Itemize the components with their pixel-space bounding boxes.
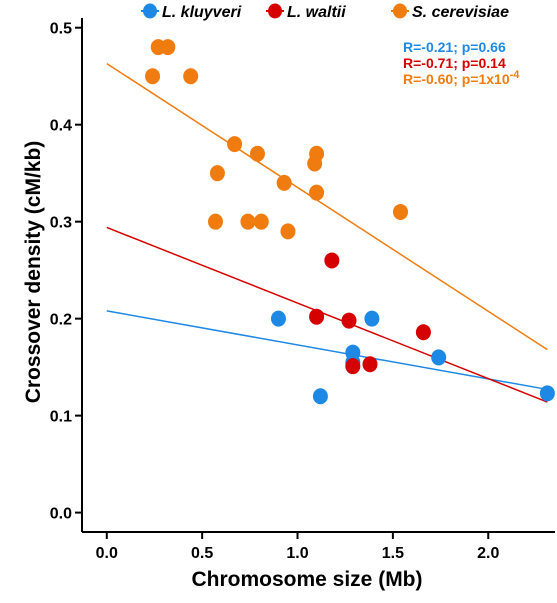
fit-lines	[106, 62, 548, 403]
legend-marker-s-cerevisiae	[393, 3, 407, 19]
data-points	[145, 39, 555, 405]
point-s-cerevisiae	[208, 213, 224, 230]
y-tick-label: 0.4	[50, 118, 72, 135]
legend-label-s-cerevisiae: S. cerevisiae	[412, 4, 509, 21]
point-l-kluyveri	[431, 349, 447, 366]
point-l-waltii	[415, 324, 431, 341]
y-tick-label: 0.3	[50, 215, 72, 232]
x-tick-label: 0.0	[96, 545, 118, 562]
point-l-waltii	[309, 308, 325, 325]
stat-annotation: R=-0.21; p=0.66	[403, 39, 506, 55]
point-l-waltii	[324, 252, 340, 269]
y-tick-label: 0.5	[50, 21, 72, 38]
x-tick-label: 1.5	[382, 545, 404, 562]
point-l-kluyveri	[312, 388, 328, 405]
legend: L. kluyveri L. waltii S. cerevisiae	[141, 3, 509, 21]
x-axis-title: Chromosome size (Mb)	[191, 568, 422, 591]
point-l-kluyveri	[364, 310, 380, 327]
y-axis-title: Crossover density (cM/kb)	[22, 141, 45, 404]
axes: 0.0 0.1 0.2 0.3 0.4 0.5 0.0 0.5 1.0 1.5 2.0	[50, 18, 555, 562]
point-s-cerevisiae	[160, 39, 176, 56]
stats-annotations: R=-0.21; p=0.66R=-0.71; p=0.14R=-0.60; p…	[403, 39, 520, 87]
y-tick-label: 0.2	[50, 312, 72, 329]
legend-label-l-waltii: L. waltii	[287, 4, 346, 21]
y-tick-label: 0.0	[50, 506, 72, 523]
point-s-cerevisiae	[393, 203, 409, 220]
point-s-cerevisiae	[253, 213, 269, 230]
x-tick-label: 1.0	[286, 545, 308, 562]
point-l-waltii	[341, 312, 357, 329]
stat-annotation: R=-0.71; p=0.14	[403, 55, 506, 71]
point-s-cerevisiae	[240, 213, 256, 230]
point-s-cerevisiae	[227, 136, 243, 153]
fit-line-l-waltii	[106, 226, 548, 403]
x-tick-label: 0.5	[191, 545, 213, 562]
point-s-cerevisiae	[309, 145, 325, 162]
legend-label-l-kluyveri: L. kluyveri	[162, 4, 242, 21]
point-s-cerevisiae	[309, 184, 325, 201]
point-s-cerevisiae	[280, 223, 296, 240]
point-s-cerevisiae	[145, 68, 161, 85]
point-l-kluyveri	[270, 310, 286, 327]
point-s-cerevisiae	[183, 68, 199, 85]
legend-marker-l-waltii	[268, 3, 282, 19]
x-tick-label: 2.0	[477, 545, 499, 562]
legend-marker-l-kluyveri	[143, 3, 157, 19]
point-s-cerevisiae	[249, 145, 265, 162]
fit-line-s-cerevisiae	[106, 62, 548, 351]
point-s-cerevisiae	[209, 165, 225, 182]
point-l-waltii	[362, 356, 378, 373]
stat-annotation: R=-0.60; p=1x10-4	[403, 69, 520, 87]
fit-line-l-kluyveri	[106, 310, 548, 391]
stat-exponent: -4	[510, 69, 521, 81]
point-l-kluyveri	[539, 385, 555, 402]
point-l-waltii	[345, 358, 361, 375]
point-s-cerevisiae	[276, 174, 292, 191]
y-tick-label: 0.1	[50, 409, 72, 426]
